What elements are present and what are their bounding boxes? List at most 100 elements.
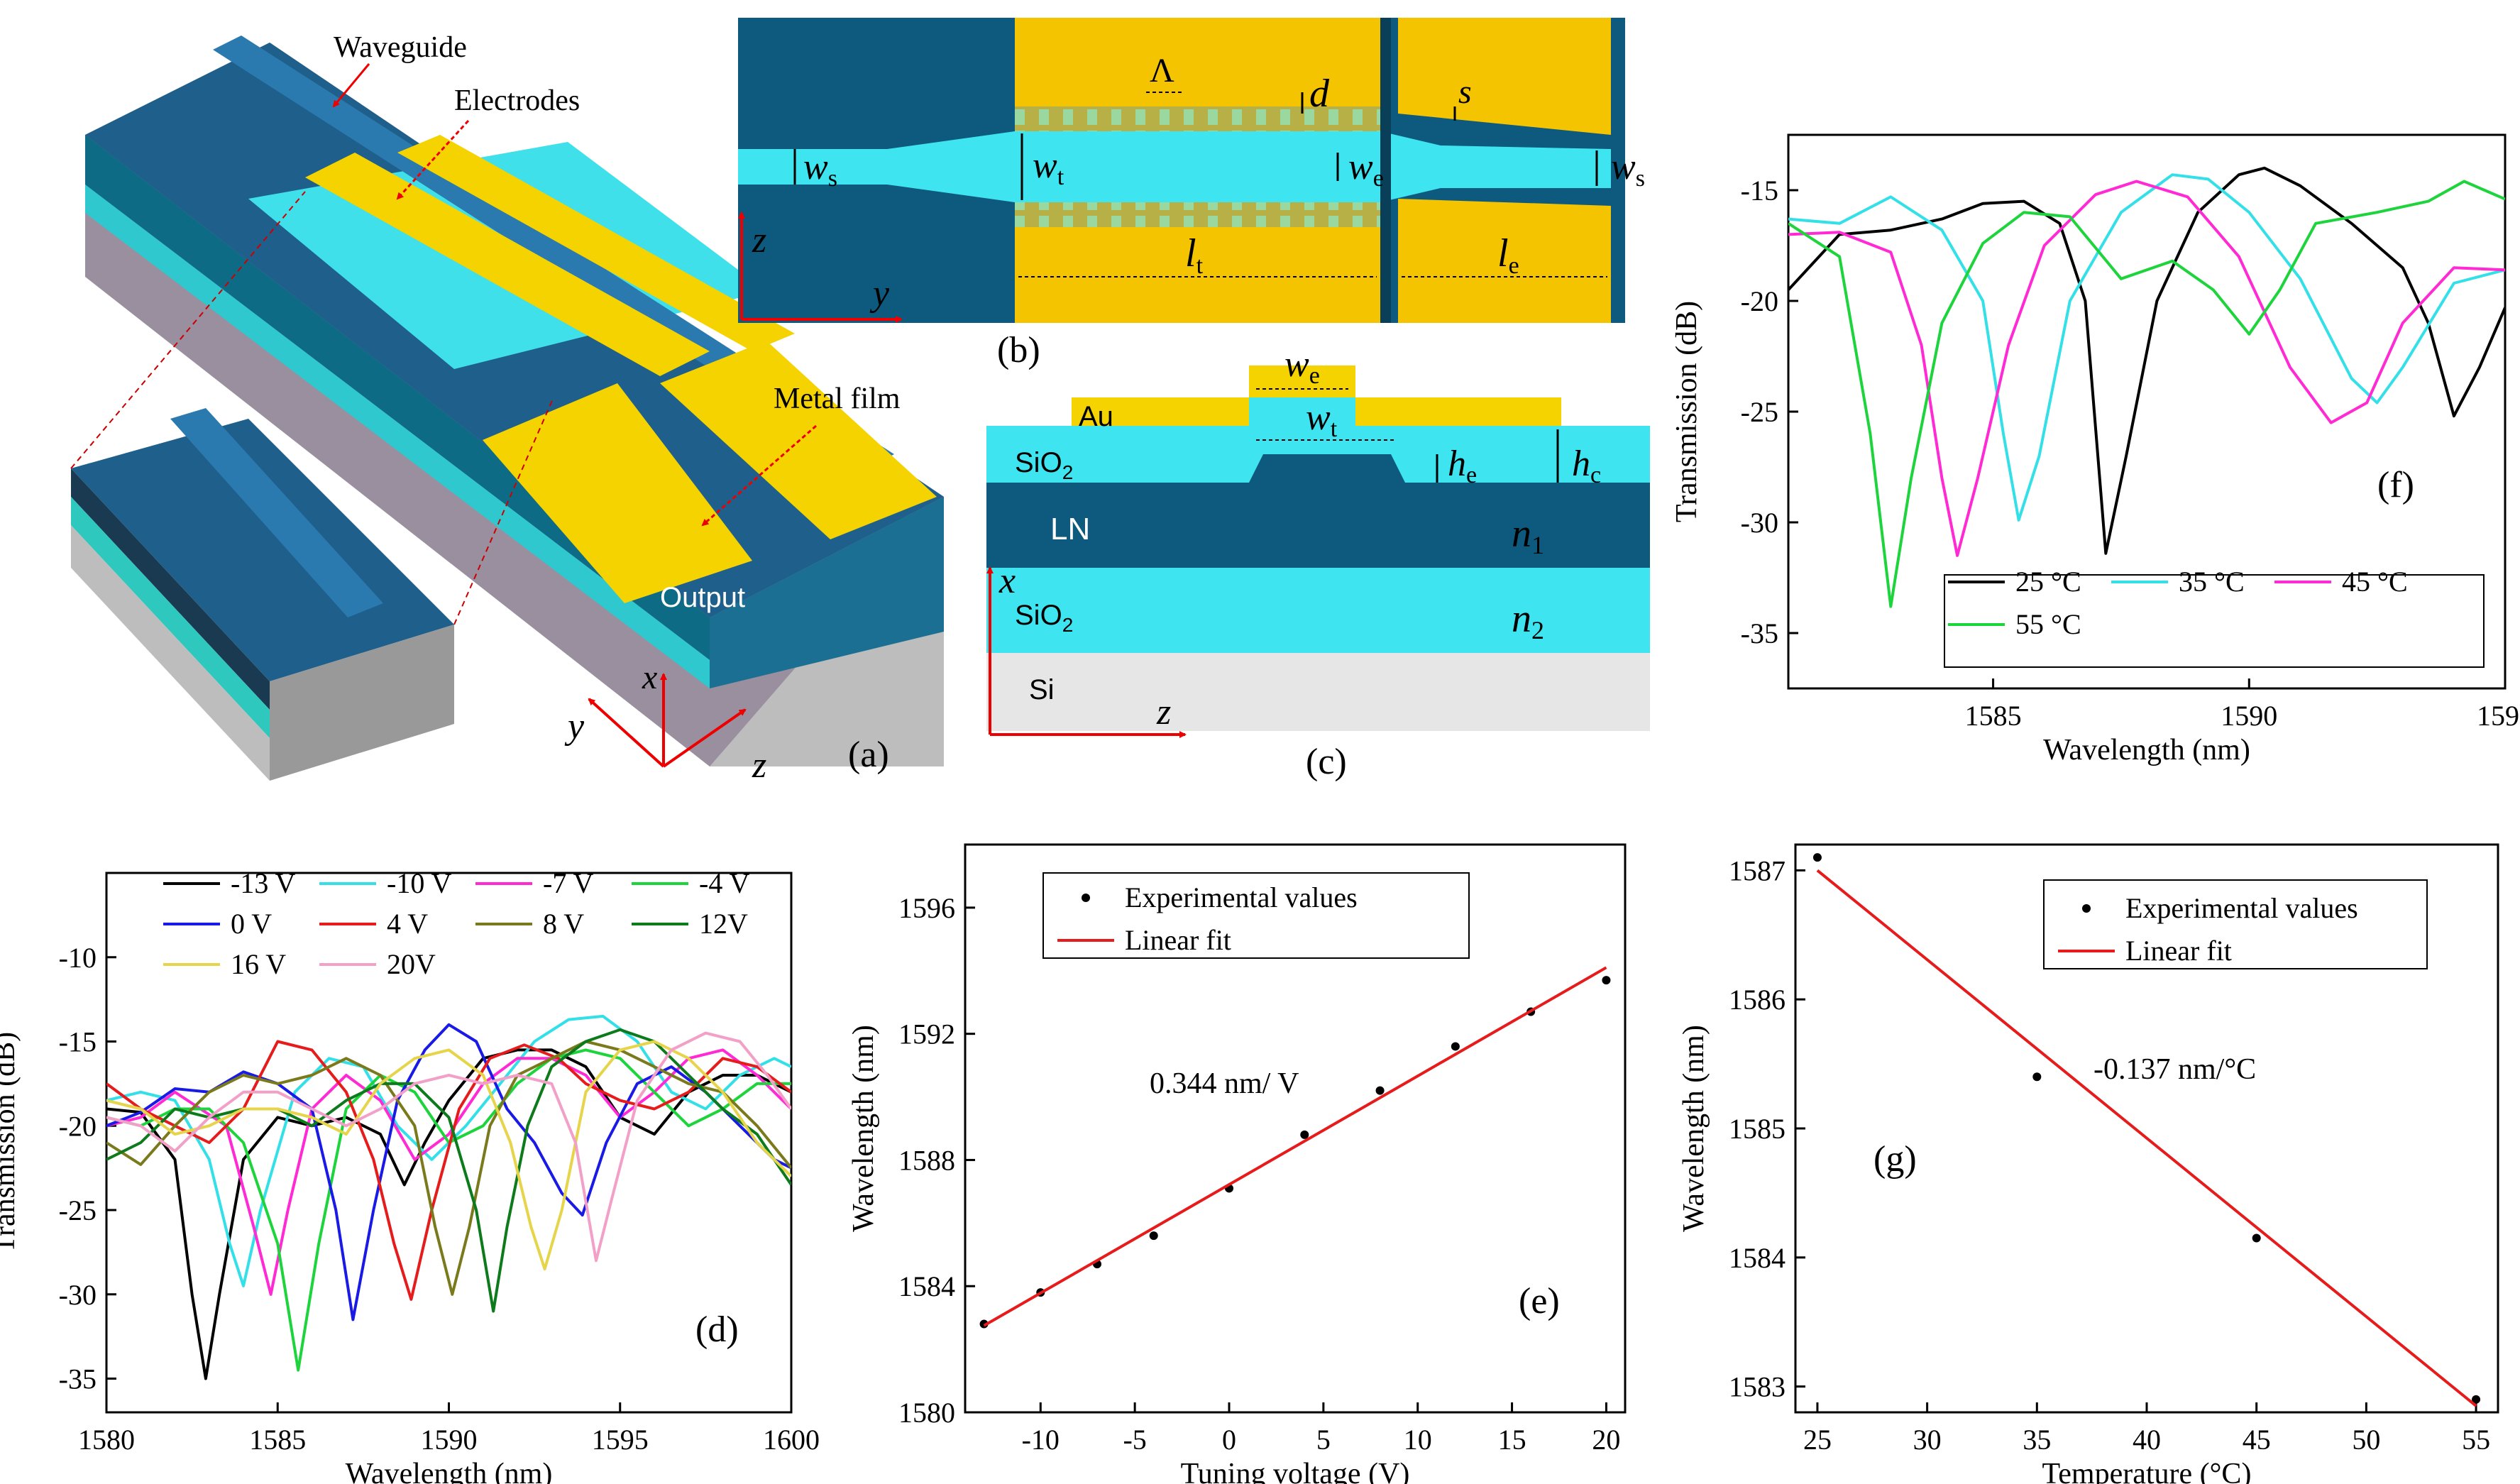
x-axis-label: Wavelength (nm) (2043, 734, 2250, 766)
electrode-right (397, 135, 795, 351)
series-line (106, 1048, 791, 1380)
input-label: Input (121, 50, 184, 81)
legend-label: Linear fit (1125, 924, 1231, 956)
c-we-label: we (1284, 344, 1320, 389)
x-tick-label: 20 (1592, 1424, 1620, 1456)
y-tick-label: 1584 (1729, 1242, 1786, 1274)
x-tick-label: 1580 (78, 1424, 135, 1456)
inset-side (270, 625, 454, 781)
chart-f: 1585 1590 1595 -15 -20 -25 -30 -35 Wavelength (n… (1671, 133, 2520, 766)
legend-label: 55 °C (2015, 608, 2081, 640)
y-tick-label: -10 (59, 942, 97, 974)
data-point (2252, 1233, 2261, 1243)
y-tick-label: 1588 (898, 1144, 955, 1176)
lt-label: lt (1185, 231, 1204, 279)
x-tick-label: -5 (1123, 1424, 1146, 1456)
ln-ridge (1249, 454, 1405, 483)
axis-z-label: z (752, 745, 766, 786)
panel-b: ws wt we ws Λ d s lt le z y (b) (738, 18, 1645, 370)
series-line (1788, 173, 2505, 522)
d-label: d (1309, 72, 1330, 116)
panel-e-label: (e) (1519, 1281, 1560, 1321)
x-tick-label: 1595 (592, 1424, 649, 1456)
axis-y-arrow (588, 698, 665, 768)
inset-front-si (71, 525, 270, 781)
legend-label: Experimental values (2125, 892, 2358, 924)
y-tick-label: 1585 (1729, 1113, 1786, 1145)
hc-label: hc (1572, 444, 1601, 488)
legend-box (1042, 872, 1470, 959)
grating-bottom (1015, 202, 1380, 227)
panel-c: Au SiO2 LN SiO2 Si we wt he hc n1 n2 x z… (986, 344, 1650, 782)
y-axis-label: Transmission (dB) (1671, 301, 1703, 522)
x-tick-label: 1595 (2477, 700, 2520, 732)
series-line (106, 1014, 791, 1287)
metal-film-top (1398, 18, 1611, 135)
sio2-top-label: SiO2 (1015, 447, 1073, 483)
sio2-layer-front (85, 185, 710, 688)
y-tick-label: -35 (59, 1363, 97, 1395)
panel-g-label: (g) (1874, 1139, 1917, 1180)
sio2-bottom-label: SiO2 (1015, 600, 1073, 636)
inset-top (71, 419, 454, 681)
ws-right-label: ws (1611, 147, 1645, 192)
y-tick-label: 1580 (898, 1397, 955, 1429)
y-tick-label: 1584 (898, 1270, 955, 1302)
y-axis-label: Transmission (dB) (0, 1032, 21, 1253)
series-line (983, 966, 1607, 1327)
si-layer (986, 653, 1650, 731)
inset-guide-line-2 (453, 397, 554, 625)
grating-top (1015, 106, 1380, 131)
legend-label: -7 V (543, 867, 594, 899)
axis-y-label: y (564, 706, 585, 747)
panel-d-label: (d) (695, 1309, 739, 1350)
y-axis-label: Wavelength (nm) (847, 1025, 880, 1232)
ws-left-label: ws (803, 147, 837, 192)
y-tick-label: -20 (1741, 285, 1778, 317)
series-line (106, 1040, 791, 1271)
x-axis-label: Wavelength (nm) (346, 1458, 553, 1484)
chart-d: 1580 1585 1590 1595 1600 -10 -15 -20 -25 -30 -35 Wa… (0, 867, 820, 1484)
x-tick-label: 1600 (763, 1424, 820, 1456)
x-tick-label: 50 (2352, 1424, 2380, 1456)
le-label: le (1497, 231, 1519, 279)
series-line (1788, 180, 2505, 557)
legend-marker (1082, 894, 1090, 902)
n2-label: n2 (1512, 597, 1544, 644)
x-tick-label: 55 (2462, 1424, 2490, 1456)
axis-x-label: x (642, 659, 657, 696)
data-point (2032, 1072, 2042, 1082)
legend-label: -4 V (699, 867, 750, 899)
metal-film-left (483, 383, 752, 603)
legend-label: 0 V (231, 908, 272, 940)
legend-label: 16 V (231, 948, 286, 980)
output-label: Output (660, 582, 745, 613)
he-label: he (1448, 444, 1477, 488)
legend-label: 35 °C (2179, 566, 2245, 598)
sio2-gap (1249, 397, 1355, 426)
series-line (106, 1048, 791, 1372)
y-tick-label: 1583 (1729, 1371, 1786, 1403)
data-point (2472, 1395, 2481, 1404)
b-axis-y-label: y (869, 273, 890, 314)
legend-marker (2082, 904, 2091, 913)
data-point (1149, 1231, 1158, 1241)
series-line (1816, 869, 2477, 1407)
data-point (1300, 1130, 1309, 1139)
x-tick-label: 15 (1498, 1424, 1526, 1456)
data-point (1602, 976, 1611, 985)
x-tick-label: 45 (2243, 1424, 2271, 1456)
ln-layer (986, 483, 1650, 568)
panel-a: Input Output Waveguide Electrodes Metal … (70, 31, 944, 786)
legend-label: -10 V (387, 867, 452, 899)
x-tick-label: 1590 (2221, 700, 2277, 732)
b-axis-z-label: z (752, 220, 766, 260)
x-tick-label: 1585 (1965, 700, 2022, 732)
n1-label: n1 (1512, 512, 1544, 559)
legend-label: 20V (387, 948, 436, 980)
metal-film-arrow (701, 424, 817, 527)
inset-guide-line-1 (70, 191, 306, 469)
panel-b-label: (b) (997, 330, 1040, 370)
electrodes-label: Electrodes (454, 84, 580, 117)
